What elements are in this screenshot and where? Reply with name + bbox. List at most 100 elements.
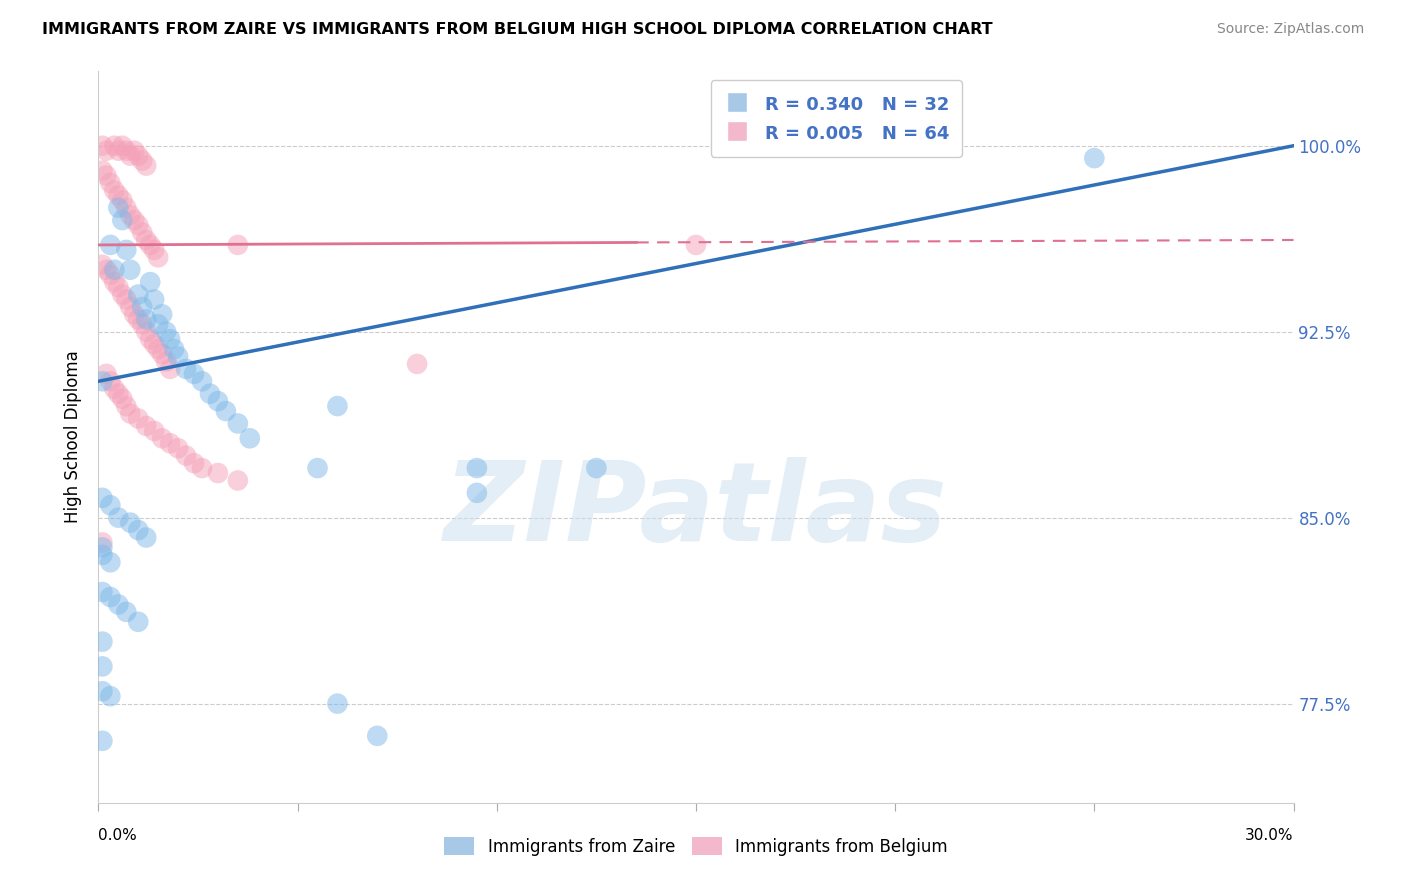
Point — [98, 689, 122, 703]
Point — [120, 208, 142, 222]
Point — [131, 318, 153, 332]
Text: IMMIGRANTS FROM ZAIRE VS IMMIGRANTS FROM BELGIUM HIGH SCHOOL DIPLOMA CORRELATION: IMMIGRANTS FROM ZAIRE VS IMMIGRANTS FROM… — [42, 22, 993, 37]
Point — [120, 149, 142, 163]
Point — [91, 734, 114, 748]
Point — [183, 456, 205, 470]
Point — [127, 287, 149, 301]
Point — [115, 144, 138, 158]
Point — [135, 312, 157, 326]
Point — [148, 318, 170, 332]
Point — [127, 615, 149, 629]
Point — [91, 374, 114, 388]
Point — [107, 598, 129, 612]
Point — [307, 461, 329, 475]
Point — [1083, 151, 1105, 165]
Point — [226, 417, 249, 431]
Point — [91, 548, 114, 562]
Point — [91, 138, 114, 153]
Point — [103, 138, 125, 153]
Text: ZIPatlas: ZIPatlas — [444, 457, 948, 564]
Point — [239, 431, 262, 445]
Y-axis label: High School Diploma: High School Diploma — [65, 351, 83, 524]
Point — [159, 332, 181, 346]
Point — [103, 183, 125, 197]
Point — [159, 362, 181, 376]
Point — [98, 268, 122, 282]
Point — [127, 149, 149, 163]
Point — [107, 280, 129, 294]
Text: Source: ZipAtlas.com: Source: ZipAtlas.com — [1216, 22, 1364, 37]
Point — [91, 163, 114, 178]
Point — [124, 213, 146, 227]
Point — [91, 659, 114, 673]
Point — [96, 262, 118, 277]
Point — [115, 605, 138, 619]
Point — [150, 431, 173, 445]
Point — [96, 367, 118, 381]
Point — [198, 386, 221, 401]
Point — [174, 449, 197, 463]
Point — [120, 407, 142, 421]
Point — [143, 337, 166, 351]
Point — [115, 201, 138, 215]
Point — [115, 243, 138, 257]
Point — [91, 491, 114, 505]
Point — [98, 176, 122, 190]
Point — [174, 362, 197, 376]
Point — [96, 144, 118, 158]
Point — [120, 262, 142, 277]
Point — [207, 394, 229, 409]
Point — [98, 555, 122, 569]
Point — [96, 169, 118, 183]
Point — [98, 590, 122, 604]
Point — [215, 404, 238, 418]
Point — [163, 342, 186, 356]
Point — [191, 461, 214, 475]
Point — [406, 357, 429, 371]
Point — [139, 332, 162, 346]
Point — [107, 201, 129, 215]
Point — [120, 300, 142, 314]
Point — [91, 535, 114, 549]
Point — [98, 374, 122, 388]
Point — [685, 238, 707, 252]
Point — [124, 307, 146, 321]
Point — [143, 293, 166, 307]
Point — [191, 374, 214, 388]
Point — [143, 424, 166, 438]
Point — [103, 275, 125, 289]
Point — [167, 442, 190, 456]
Point — [127, 411, 149, 425]
Legend: Immigrants from Zaire, Immigrants from Belgium: Immigrants from Zaire, Immigrants from B… — [436, 830, 956, 864]
Point — [366, 729, 388, 743]
Point — [127, 312, 149, 326]
Point — [131, 153, 153, 168]
Point — [183, 367, 205, 381]
Point — [107, 144, 129, 158]
Point — [326, 399, 349, 413]
Point — [127, 218, 149, 232]
Point — [120, 516, 142, 530]
Point — [143, 243, 166, 257]
Point — [103, 382, 125, 396]
Point — [148, 342, 170, 356]
Point — [155, 325, 177, 339]
Point — [465, 486, 488, 500]
Point — [127, 523, 149, 537]
Point — [124, 144, 146, 158]
Point — [91, 684, 114, 698]
Text: 0.0%: 0.0% — [98, 828, 138, 843]
Point — [150, 347, 173, 361]
Point — [167, 350, 190, 364]
Point — [139, 275, 162, 289]
Point — [103, 262, 125, 277]
Point — [226, 238, 249, 252]
Point — [91, 585, 114, 599]
Point — [131, 226, 153, 240]
Point — [207, 466, 229, 480]
Point — [135, 233, 157, 247]
Point — [585, 461, 607, 475]
Point — [326, 697, 349, 711]
Point — [111, 194, 134, 208]
Point — [98, 238, 122, 252]
